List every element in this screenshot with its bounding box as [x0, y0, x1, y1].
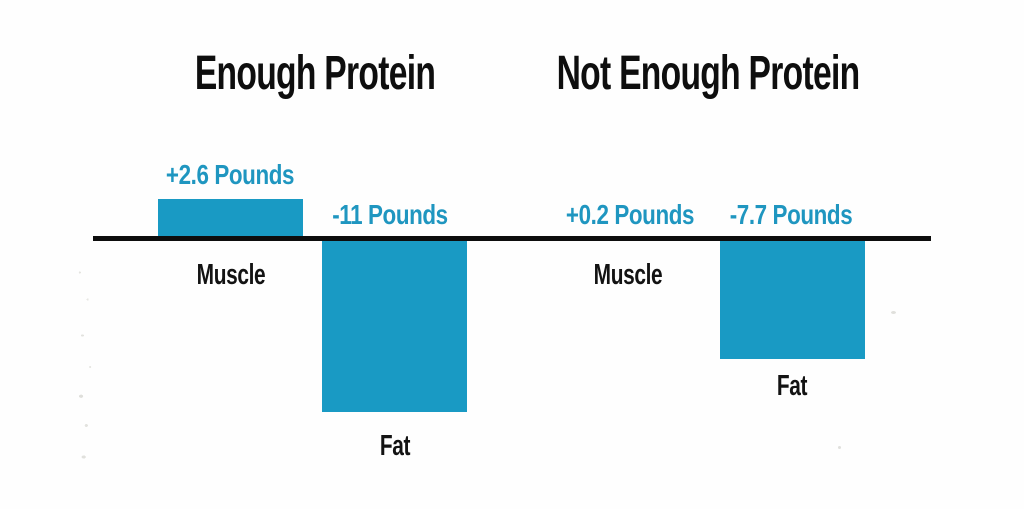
- category-label-fat-not-enough: Fat: [776, 370, 808, 402]
- category-label-fat-enough: Fat: [379, 430, 411, 462]
- paper-speck: [891, 311, 896, 314]
- bar-muscle-enough-protein: [158, 199, 303, 241]
- paper-grunge-texture: [72, 250, 98, 475]
- chart-title-enough-protein: Enough Protein: [194, 47, 436, 100]
- zero-axis-line: [93, 236, 931, 241]
- category-label-muscle-not-enough: Muscle: [593, 259, 663, 291]
- chart-title-not-enough-protein: Not Enough Protein: [556, 47, 861, 100]
- value-label-fat-enough: -11 Pounds: [332, 199, 448, 230]
- value-label-muscle-enough: +2.6 Pounds: [165, 159, 295, 190]
- bar-fat-not-enough-protein: [720, 236, 865, 360]
- value-label-muscle-not-enough: +0.2 Pounds: [565, 199, 695, 230]
- value-label-fat-not-enough: -7.7 Pounds: [729, 199, 853, 230]
- bar-fat-enough-protein: [322, 236, 467, 412]
- category-label-muscle-enough: Muscle: [196, 259, 266, 291]
- paper-speck: [838, 446, 841, 449]
